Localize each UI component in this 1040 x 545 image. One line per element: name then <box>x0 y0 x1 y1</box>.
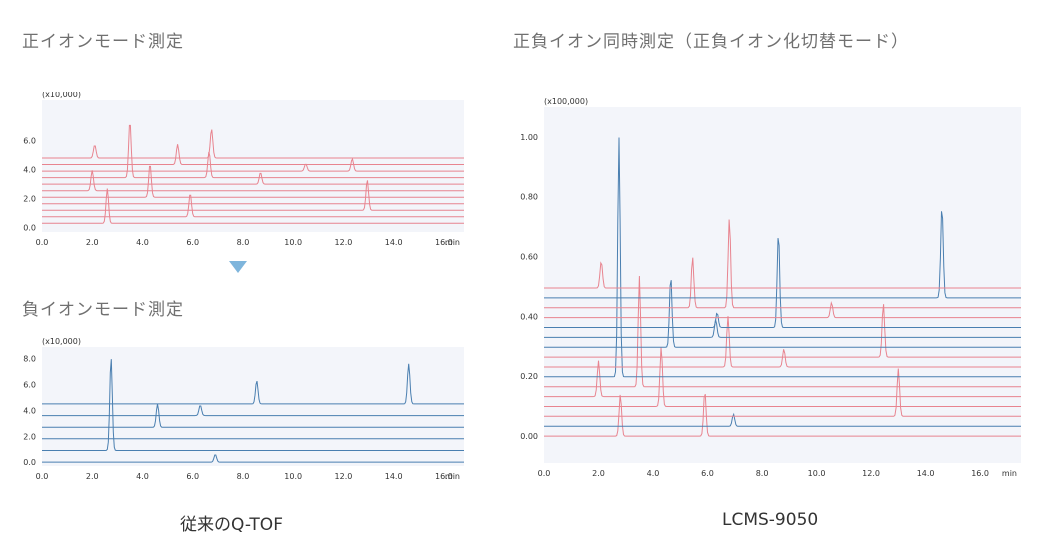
series-trace-4 <box>544 347 1021 407</box>
series-trace-7 <box>42 172 464 185</box>
x-tick-label: 6.0 <box>186 238 199 247</box>
x-tick-label: 4.0 <box>136 472 149 481</box>
x-tick-label: 10.0 <box>284 472 302 481</box>
x-tick-label: 4.0 <box>136 238 149 247</box>
series-trace-12 <box>544 238 1021 328</box>
x-tick-label: 2.0 <box>86 238 99 247</box>
down-arrow-icon <box>229 261 247 273</box>
x-tick-label: 0.0 <box>36 238 49 247</box>
y-tick-label: 6.0 <box>23 137 36 146</box>
x-tick-label: 2.0 <box>86 472 99 481</box>
x-tick-label: 4.0 <box>647 469 660 478</box>
y-tick-label: 0.60 <box>520 253 538 262</box>
y-tick-label: 2.0 <box>23 432 36 441</box>
chart-positive-mode: (x10,000) 0.0 2.0 4.0 6.0 0.0 2.0 4.0 6.0 8.0 10.0… <box>23 92 464 247</box>
series-trace-2 <box>42 194 464 218</box>
x-tick-label: 8.0 <box>756 469 769 478</box>
series-trace-9 <box>42 157 464 172</box>
x-tick-label: 16.0 <box>435 472 453 481</box>
y-tick-label: 0.00 <box>520 432 538 441</box>
y-tick-label: 0.80 <box>520 193 538 202</box>
y-tick-label: 4.0 <box>23 406 36 415</box>
y-tick-label: 0.0 <box>23 224 36 233</box>
series-trace-15 <box>544 211 1021 299</box>
x-tick-label: 12.0 <box>862 469 880 478</box>
x-unit-label: min <box>445 238 460 247</box>
series-trace-10 <box>544 280 1021 348</box>
series-trace-1 <box>544 394 1021 437</box>
caption-conventional: 従来のQ-TOF <box>180 515 283 535</box>
series-trace-3 <box>544 368 1021 417</box>
y-tick-label: 1.00 <box>520 133 538 142</box>
series-trace-13 <box>544 300 1021 319</box>
series-trace-4 <box>42 403 464 428</box>
series-trace-10 <box>42 144 464 165</box>
y-tick-label: 2.0 <box>23 195 36 204</box>
series-trace-8 <box>42 124 464 179</box>
y-unit-label: (x10,000) <box>42 92 81 99</box>
x-tick-label: 14.0 <box>917 469 935 478</box>
chart-negative-mode: (x10,000) 0.0 2.0 4.0 6.0 8.0 0.0 2.0 4.0 6.0 8.0 1… <box>23 337 464 481</box>
x-tick-label: 0.0 <box>538 469 551 478</box>
x-tick-label: 10.0 <box>284 238 302 247</box>
series-trace-16 <box>544 261 1021 289</box>
plot-area <box>544 107 1021 463</box>
y-tick-label: 4.0 <box>23 166 36 175</box>
series-trace-3 <box>42 180 464 211</box>
x-tick-label: 0.0 <box>36 472 49 481</box>
x-tick-label: 14.0 <box>385 472 403 481</box>
series-trace-2 <box>544 412 1021 427</box>
heading-positive-mode: 正イオンモード測定 <box>22 32 184 52</box>
x-tick-label: 12.0 <box>335 472 353 481</box>
series-trace-1 <box>42 188 464 224</box>
x-tick-label: 10.0 <box>808 469 826 478</box>
series-trace-14 <box>544 219 1021 309</box>
x-unit-label: min <box>1002 469 1017 478</box>
y-tick-label: 8.0 <box>23 355 36 364</box>
series-trace-1 <box>42 454 464 463</box>
series-trace-2 <box>42 359 464 451</box>
heading-simultaneous-mode: 正負イオン同時測定（正負イオン化切替モード） <box>513 32 909 52</box>
series-trace-11 <box>544 319 1021 338</box>
x-tick-label: 12.0 <box>335 238 353 247</box>
x-tick-label: 14.0 <box>385 238 403 247</box>
series-trace-5 <box>42 165 464 198</box>
series-trace-5 <box>42 405 464 417</box>
y-unit-label: (x10,000) <box>42 337 81 346</box>
series-trace-9 <box>544 304 1021 358</box>
x-tick-label: 6.0 <box>701 469 714 478</box>
series-trace-6 <box>42 170 464 192</box>
series-trace-6 <box>544 275 1021 388</box>
y-tick-label: 6.0 <box>23 381 36 390</box>
plot-area <box>42 347 464 466</box>
x-tick-label: 8.0 <box>237 238 250 247</box>
x-tick-label: 6.0 <box>186 472 199 481</box>
y-tick-label: 0.0 <box>23 458 36 467</box>
x-tick-label: 16.0 <box>435 238 453 247</box>
x-tick-label: 2.0 <box>592 469 605 478</box>
series-trace-6 <box>42 363 464 405</box>
y-tick-label: 0.40 <box>520 312 538 321</box>
caption-lcms: LCMS-9050 <box>722 510 819 530</box>
series-trace-7 <box>544 137 1021 378</box>
chart-simultaneous-mode: (x100,000) 0.00 0.20 0.40 0.60 0.80 1.00 0.0 2.0… <box>520 97 1021 478</box>
y-tick-label: 0.20 <box>520 372 538 381</box>
x-unit-label: min <box>445 472 460 481</box>
series-trace-5 <box>544 360 1021 398</box>
y-unit-label: (x100,000) <box>544 97 588 106</box>
x-tick-label: 8.0 <box>237 472 250 481</box>
series-trace-11 <box>42 129 464 159</box>
heading-negative-mode: 負イオンモード測定 <box>22 300 184 320</box>
x-tick-label: 16.0 <box>971 469 989 478</box>
